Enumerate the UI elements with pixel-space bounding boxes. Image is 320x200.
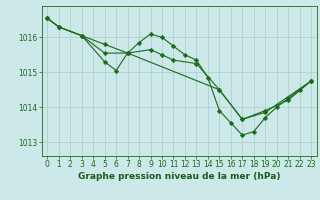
- X-axis label: Graphe pression niveau de la mer (hPa): Graphe pression niveau de la mer (hPa): [78, 172, 280, 181]
